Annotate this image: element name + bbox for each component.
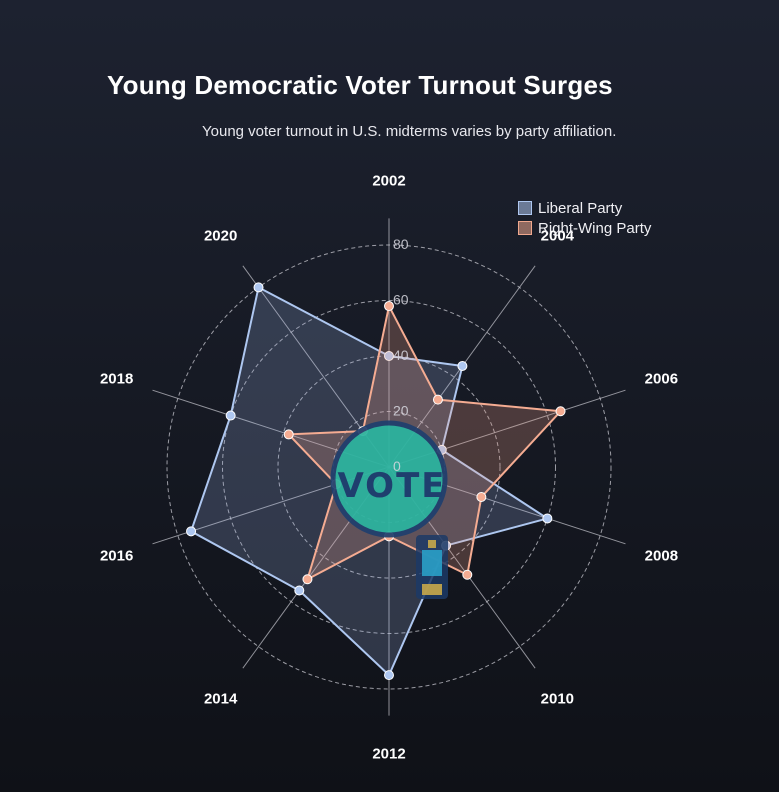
category-label-2020: 2020 bbox=[204, 227, 237, 244]
radial-tick-label-40: 40 bbox=[393, 347, 409, 363]
data-point-liberal-2016 bbox=[186, 526, 197, 537]
ballot-box-window bbox=[422, 550, 442, 576]
category-label-2006: 2006 bbox=[645, 371, 678, 388]
data-point-liberal-2018 bbox=[225, 410, 236, 421]
data-point-right-wing-2014 bbox=[302, 574, 313, 585]
vote-badge-text: VOTE bbox=[337, 466, 446, 506]
category-label-2014: 2014 bbox=[204, 691, 238, 708]
category-label-2012: 2012 bbox=[372, 745, 405, 762]
data-point-liberal-2014 bbox=[294, 585, 305, 596]
legend-swatch-liberal bbox=[518, 201, 532, 215]
legend-item-liberal[interactable]: Liberal Party bbox=[518, 198, 651, 218]
data-point-right-wing-2006 bbox=[555, 406, 566, 417]
radial-tick-label-0: 0 bbox=[393, 458, 401, 474]
radial-tick-label-80: 80 bbox=[393, 236, 409, 252]
chart-subtitle: Young voter turnout in U.S. midterms var… bbox=[202, 123, 617, 140]
data-point-right-wing-2010 bbox=[462, 569, 473, 580]
data-point-right-wing-2018 bbox=[283, 429, 294, 440]
category-label-2018: 2018 bbox=[100, 371, 133, 388]
data-point-liberal-2012 bbox=[384, 670, 394, 681]
data-point-right-wing-2008 bbox=[476, 492, 487, 503]
data-point-liberal-2008 bbox=[542, 513, 553, 524]
legend-label-liberal: Liberal Party bbox=[538, 199, 623, 217]
data-point-right-wing-2004 bbox=[432, 394, 443, 405]
data-point-liberal-2004 bbox=[457, 360, 468, 371]
data-point-liberal-2020 bbox=[253, 282, 264, 293]
category-label-2004: 2004 bbox=[541, 227, 575, 244]
radial-tick-label-20: 20 bbox=[393, 403, 409, 419]
category-label-2002: 2002 bbox=[372, 173, 405, 190]
chart-title: Young Democratic Voter Turnout Surges bbox=[107, 70, 613, 100]
category-label-2008: 2008 bbox=[645, 547, 678, 564]
grid-ring-40 bbox=[277, 355, 501, 579]
legend-item-right-wing[interactable]: Right-Wing Party bbox=[518, 218, 651, 238]
legend: Liberal Party Right-Wing Party bbox=[518, 198, 651, 238]
data-point-right-wing-2002 bbox=[384, 301, 394, 312]
legend-swatch-right-wing bbox=[518, 221, 532, 235]
vote-badge-circle bbox=[330, 420, 448, 538]
category-label-2010: 2010 bbox=[541, 691, 574, 708]
category-label-2016: 2016 bbox=[100, 547, 133, 564]
data-point-liberal-2002 bbox=[384, 351, 394, 361]
ballot-box-slot bbox=[422, 584, 442, 595]
radial-tick-label-60: 60 bbox=[393, 292, 409, 308]
ballot-paper bbox=[428, 540, 436, 548]
legend-label-right-wing: Right-Wing Party bbox=[538, 219, 652, 237]
